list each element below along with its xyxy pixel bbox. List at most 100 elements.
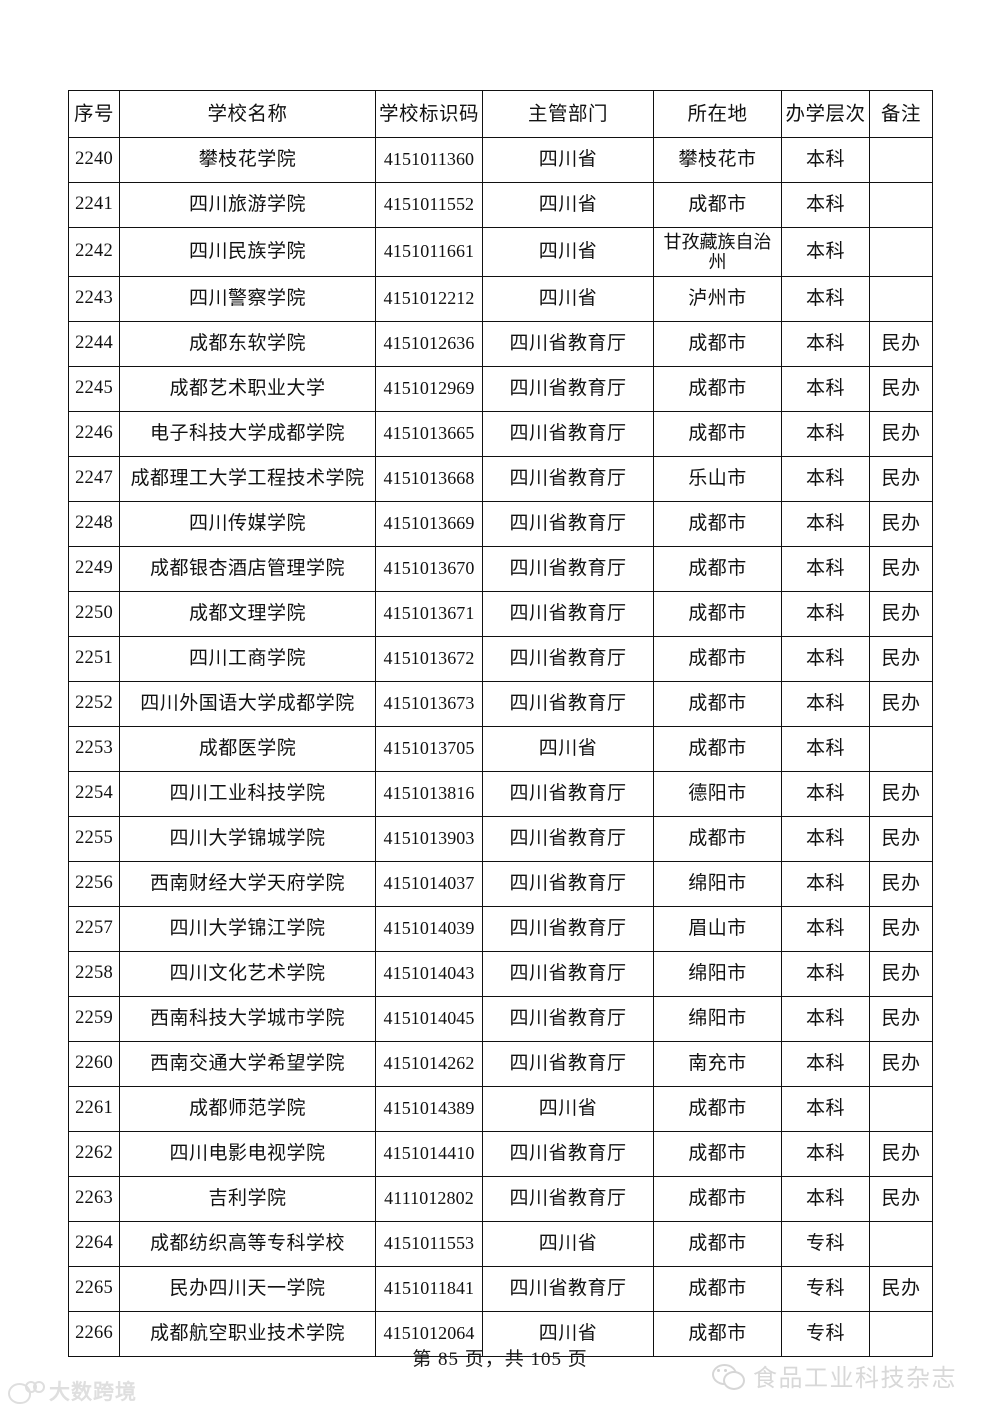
- cell-school-code: 4151012969: [375, 366, 483, 412]
- column-header-index: 序号: [68, 90, 120, 138]
- cell-department: 四川省教育厅: [482, 996, 654, 1042]
- cell-location: 攀枝花市: [653, 137, 782, 183]
- cell-location: 成都市: [653, 1221, 782, 1267]
- cell-note: 民办: [869, 636, 933, 682]
- cell-school-code: 4151013669: [375, 501, 483, 547]
- cell-school-name: 四川警察学院: [119, 276, 376, 322]
- table-row: 2255 四川大学锦城学院 4151013903 四川省教育厅 成都市 本科 民办: [68, 816, 933, 862]
- cell-school-name: 四川电影电视学院: [119, 1131, 376, 1177]
- page-footer: 第 85 页，共 105 页: [412, 1349, 588, 1370]
- cell-school-code: 4151014389: [375, 1086, 483, 1132]
- table-row: 2254 四川工业科技学院 4151013816 四川省教育厅 德阳市 本科 民办: [68, 771, 933, 817]
- cell-school-code: 4151014045: [375, 996, 483, 1042]
- cell-location: 成都市: [653, 726, 782, 772]
- cell-department: 四川省: [482, 227, 654, 277]
- watermark-right-text: 食品工业科技杂志: [753, 1365, 957, 1392]
- cell-school-code: 4151014410: [375, 1131, 483, 1177]
- cell-location: 成都市: [653, 411, 782, 457]
- column-header-location: 所在地: [653, 90, 782, 138]
- column-header-name: 学校名称: [119, 90, 376, 138]
- cell-school-name: 四川工商学院: [119, 636, 376, 682]
- cell-school-code: 4111012802: [375, 1176, 483, 1222]
- cell-department: 四川省教育厅: [482, 546, 654, 592]
- cell-level: 本科: [781, 951, 870, 997]
- cell-level: 本科: [781, 366, 870, 412]
- watermark-left: 大数跨境: [8, 1376, 137, 1406]
- cell-index: 2249: [68, 546, 120, 592]
- column-header-department: 主管部门: [482, 90, 654, 138]
- cell-index: 2254: [68, 771, 120, 817]
- cell-level: 本科: [781, 636, 870, 682]
- cell-school-code: 4151013673: [375, 681, 483, 727]
- cell-index: 2266: [68, 1311, 120, 1357]
- cell-note: [869, 726, 933, 772]
- cell-school-name: 四川工业科技学院: [119, 771, 376, 817]
- cell-level: 本科: [781, 276, 870, 322]
- cell-location: 德阳市: [653, 771, 782, 817]
- cell-department: 四川省教育厅: [482, 321, 654, 367]
- cell-department: 四川省教育厅: [482, 906, 654, 952]
- watermark-right: 食品工业科技杂志: [712, 1358, 957, 1393]
- wechat-icon: [712, 1363, 745, 1390]
- cell-location: 成都市: [653, 636, 782, 682]
- cell-department: 四川省: [482, 1221, 654, 1267]
- cell-location: 南充市: [653, 1041, 782, 1087]
- cell-note: 民办: [869, 951, 933, 997]
- cell-school-code: 4151013672: [375, 636, 483, 682]
- cell-department: 四川省: [482, 726, 654, 772]
- cell-school-code: 4151013671: [375, 591, 483, 637]
- cell-index: 2258: [68, 951, 120, 997]
- table-row: 2253 成都医学院 4151013705 四川省 成都市 本科: [68, 726, 933, 772]
- cell-note: [869, 276, 933, 322]
- table-row: 2249 成都银杏酒店管理学院 4151013670 四川省教育厅 成都市 本科 民办: [68, 546, 933, 592]
- cell-department: 四川省: [482, 276, 654, 322]
- cell-level: 本科: [781, 1131, 870, 1177]
- cell-note: 民办: [869, 996, 933, 1042]
- cell-level: 本科: [781, 501, 870, 547]
- cell-index: 2248: [68, 501, 120, 547]
- cell-department: 四川省教育厅: [482, 456, 654, 502]
- cell-school-code: 4151013705: [375, 726, 483, 772]
- cell-note: 民办: [869, 1176, 933, 1222]
- cell-note: 民办: [869, 411, 933, 457]
- cell-note: 民办: [869, 1266, 933, 1312]
- cell-school-code: 4151012212: [375, 276, 483, 322]
- cell-department: 四川省: [482, 182, 654, 228]
- cell-department: 四川省教育厅: [482, 501, 654, 547]
- cell-level: 本科: [781, 546, 870, 592]
- cell-location: 绵阳市: [653, 861, 782, 907]
- cell-school-code: 4151011552: [375, 182, 483, 228]
- cell-school-name: 四川大学锦城学院: [119, 816, 376, 862]
- cell-location: 眉山市: [653, 906, 782, 952]
- cell-note: 民办: [869, 546, 933, 592]
- cell-school-code: 4151011360: [375, 137, 483, 183]
- table-header: 序号 学校名称 学校标识码 主管部门 所在地 办学层次 备注: [68, 90, 933, 138]
- cell-level: 专科: [781, 1266, 870, 1312]
- table-row: 2246 电子科技大学成都学院 4151013665 四川省教育厅 成都市 本科 民办: [68, 411, 933, 457]
- cell-school-code: 4151013668: [375, 456, 483, 502]
- cell-school-code: 4151014037: [375, 861, 483, 907]
- cell-school-code: 4151011841: [375, 1266, 483, 1312]
- cell-location: 成都市: [653, 182, 782, 228]
- cell-school-name: 四川外国语大学成都学院: [119, 681, 376, 727]
- cell-level: 本科: [781, 771, 870, 817]
- cell-location: 成都市: [653, 501, 782, 547]
- cell-department: 四川省: [482, 1311, 654, 1357]
- cell-department: 四川省: [482, 1086, 654, 1132]
- cell-index: 2250: [68, 591, 120, 637]
- cell-location: 成都市: [653, 591, 782, 637]
- cell-location: 成都市: [653, 1266, 782, 1312]
- table-row: 2259 西南科技大学城市学院 4151014045 四川省教育厅 绵阳市 本科 民办: [68, 996, 933, 1042]
- cell-index: 2243: [68, 276, 120, 322]
- cell-note: [869, 182, 933, 228]
- table-row: 2261 成都师范学院 4151014389 四川省 成都市 本科: [68, 1086, 933, 1132]
- column-header-level: 办学层次: [781, 90, 870, 138]
- table-row: 2257 四川大学锦江学院 4151014039 四川省教育厅 眉山市 本科 民办: [68, 906, 933, 952]
- cell-location: 成都市: [653, 1086, 782, 1132]
- cell-level: 本科: [781, 321, 870, 367]
- cell-level: 本科: [781, 1041, 870, 1087]
- cell-note: 民办: [869, 681, 933, 727]
- cell-school-name: 西南交通大学希望学院: [119, 1041, 376, 1087]
- table-row: 2251 四川工商学院 4151013672 四川省教育厅 成都市 本科 民办: [68, 636, 933, 682]
- cell-index: 2262: [68, 1131, 120, 1177]
